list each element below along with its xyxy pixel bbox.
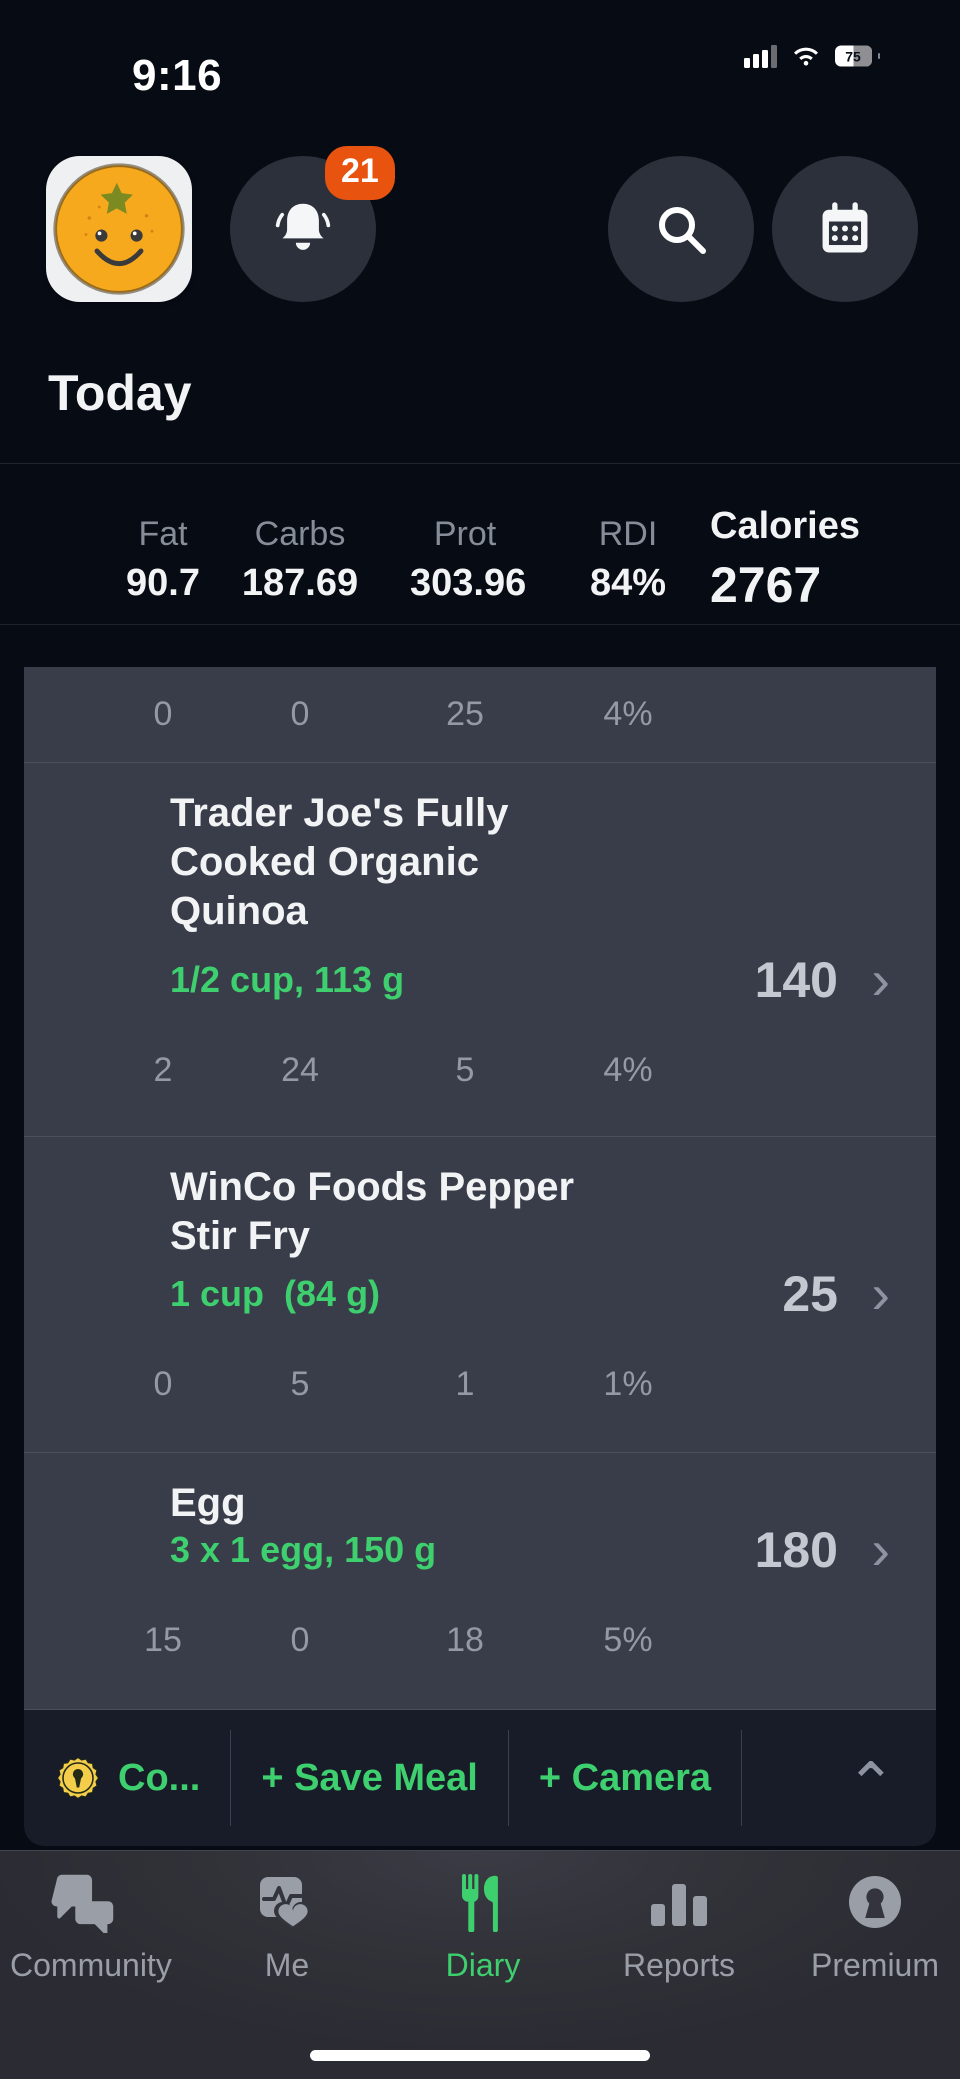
svg-text:75: 75 [845, 48, 861, 64]
